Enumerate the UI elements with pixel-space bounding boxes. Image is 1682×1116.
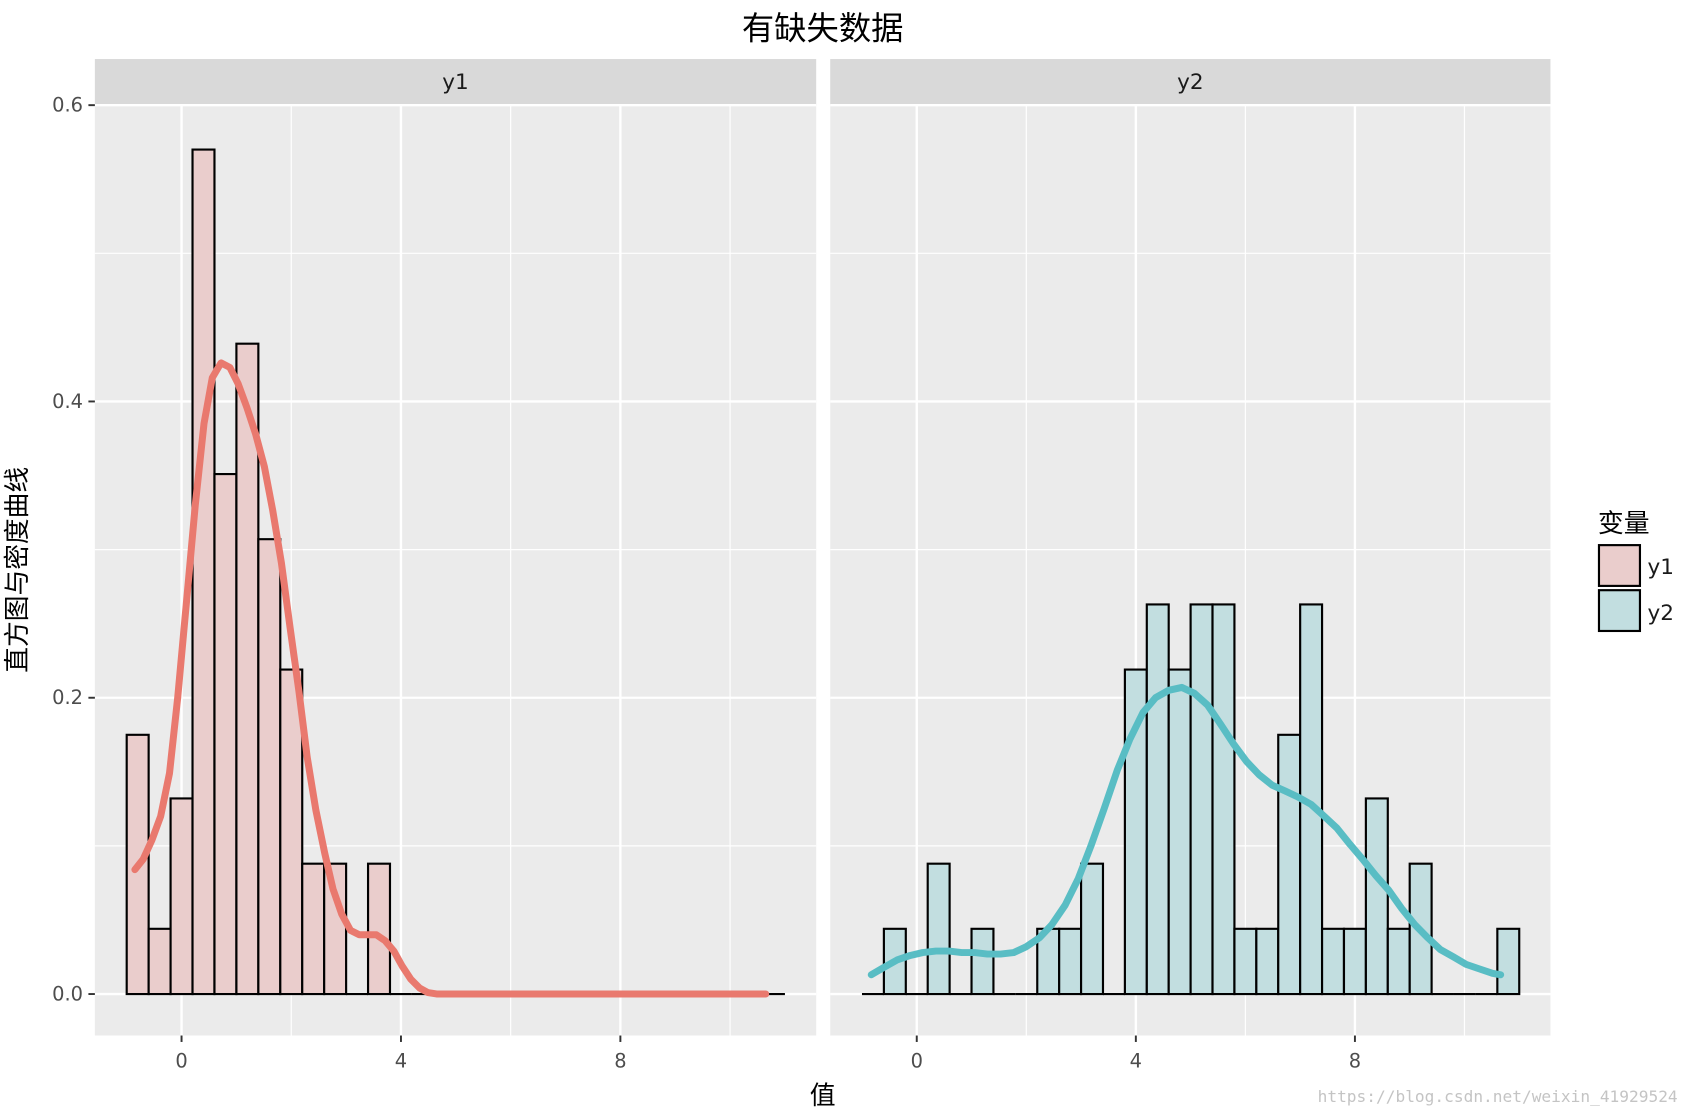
y-tick-label: 0.0 [52, 983, 83, 1006]
histogram-bar-y1 [279, 668, 304, 996]
x-axis-title: 值 [810, 1081, 836, 1111]
strip-label: y2 [1177, 70, 1203, 95]
legend: 变量 y1 y2 [1597, 509, 1674, 633]
histogram-bar-y2 [1277, 733, 1302, 996]
histogram-bar-y1 [147, 927, 172, 996]
x-axis: 0 4 8 [175, 1035, 627, 1073]
histogram-bar-y1 [257, 538, 282, 996]
legend-key-y1 [1597, 544, 1642, 587]
x-axis: 0 4 8 [911, 1035, 1361, 1073]
histogram-bar-y1 [323, 862, 348, 996]
legend-title: 变量 [1598, 509, 1650, 539]
histogram-bar-y2 [1496, 927, 1521, 996]
histogram-bar-y2 [1079, 862, 1105, 996]
y-tick-label: 0.2 [52, 686, 83, 709]
density-curve-y2 [867, 683, 1505, 979]
histogram-bar-y1 [301, 862, 326, 996]
histogram-bar-y1 [169, 797, 194, 996]
histogram-bar-y2 [1189, 603, 1214, 996]
x-tick-label: 4 [1130, 1050, 1142, 1073]
histogram-bars [861, 603, 1521, 996]
watermark: https://blog.csdn.net/weixin_41929524 [1318, 1087, 1678, 1106]
histogram-bar-y2 [1320, 927, 1346, 996]
x-tick-label: 4 [395, 1050, 407, 1073]
histogram-bar-y1 [191, 148, 216, 996]
histogram-bar-y2 [1364, 797, 1389, 996]
y-axis: 0.0 0.2 0.4 0.6 [52, 94, 95, 1006]
density-curve-layer [131, 359, 770, 998]
strip-background [94, 59, 817, 106]
histogram-bar-y2 [926, 862, 951, 996]
histogram-bar-y2 [1342, 927, 1367, 996]
histogram-bar-y1 [366, 862, 392, 996]
legend-label-y2: y2 [1647, 601, 1673, 626]
histogram-bar-y2 [1299, 603, 1324, 996]
histogram-bar-y2 [1058, 927, 1083, 996]
histogram-bar-y2 [1386, 927, 1411, 996]
histogram-bar-y2 [1145, 603, 1170, 996]
facet-panel-y2: y2 0 4 8 [830, 59, 1551, 1073]
histogram-bar-y1 [213, 472, 238, 996]
histogram-bar-y2 [970, 927, 995, 996]
y-tick-label: 0.4 [52, 390, 83, 413]
facet-panel-y1: y1 0 4 8 [94, 59, 817, 1073]
histogram-bar-y2 [1255, 927, 1280, 996]
x-tick-label: 8 [1349, 1050, 1361, 1073]
x-tick-label: 0 [911, 1050, 923, 1073]
histogram-bar-y1 [235, 342, 260, 996]
strip-label: y1 [442, 70, 468, 95]
histogram-bar-y2 [1233, 927, 1258, 996]
strip-background [830, 59, 1551, 106]
density-curve-y1 [131, 359, 770, 998]
x-tick-label: 8 [614, 1050, 626, 1073]
legend-label-y1: y1 [1647, 555, 1673, 580]
legend-key-y2 [1597, 589, 1642, 633]
histogram-bar-y2 [1211, 603, 1236, 996]
histogram-bars [125, 148, 785, 996]
x-tick-label: 0 [175, 1050, 187, 1073]
chart-title: 有缺失数据 [742, 10, 904, 48]
density-curve-layer [867, 683, 1505, 979]
histogram-bar-y2 [1167, 668, 1192, 996]
y-tick-label: 0.6 [52, 94, 83, 117]
y-axis-title: 直方图与密度曲线 [3, 467, 33, 673]
